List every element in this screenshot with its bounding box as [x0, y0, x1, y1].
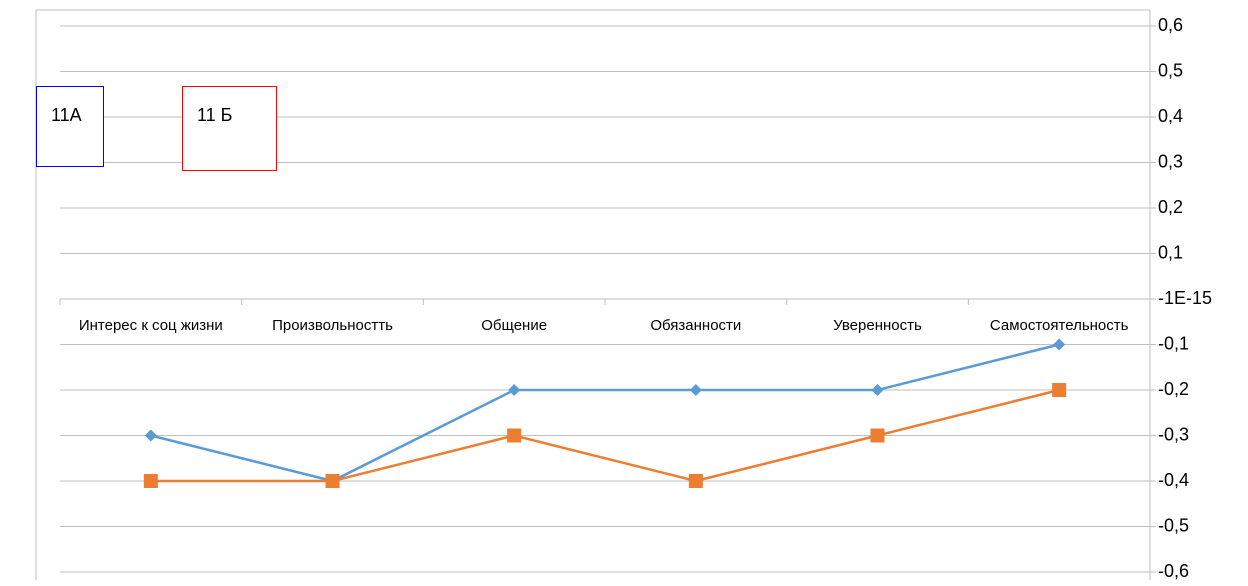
y-tick-label: 0,3: [1158, 151, 1183, 171]
y-tick-label: -0,2: [1158, 379, 1189, 399]
x-tick-label: Произвольностть: [272, 317, 393, 334]
series-line: [150, 388, 1060, 483]
y-tick-label: 0,1: [1158, 242, 1183, 262]
y-tick-label: 0,4: [1158, 106, 1183, 126]
marker: [689, 384, 702, 396]
x-tick-label: Интерес к соц жизни: [78, 317, 223, 334]
y-tick-label: 0,2: [1158, 197, 1183, 217]
x-tick-label: Общение: [481, 317, 548, 334]
marker: [144, 429, 157, 442]
x-tick-label: Уверенность: [833, 317, 922, 334]
marker: [325, 474, 340, 488]
y-tick-label: -0,6: [1158, 561, 1189, 581]
y-tick-label: -0,3: [1158, 424, 1189, 444]
y-tick-label: 0,6: [1158, 15, 1183, 35]
marker: [870, 428, 885, 443]
y-tick-label: -0,4: [1158, 470, 1189, 490]
marker: [143, 474, 158, 488]
y-tick-label: 0,5: [1158, 60, 1183, 80]
series-line: [150, 343, 1060, 483]
marker: [1052, 383, 1067, 397]
x-tick-label: Самостоятельность: [989, 317, 1129, 334]
marker: [508, 384, 521, 396]
annotation-box: 11 Б: [182, 86, 277, 171]
marker: [871, 384, 884, 396]
y-tick-label: -0,1: [1158, 333, 1189, 353]
x-tick-label: Обязанности: [650, 317, 742, 334]
marker: [1053, 338, 1066, 351]
marker: [507, 428, 522, 443]
y-tick-label: -0,5: [1158, 515, 1189, 535]
annotation-box: 11А: [36, 86, 104, 167]
marker: [688, 474, 703, 488]
y-tick-label: -1E-15: [1158, 288, 1212, 308]
